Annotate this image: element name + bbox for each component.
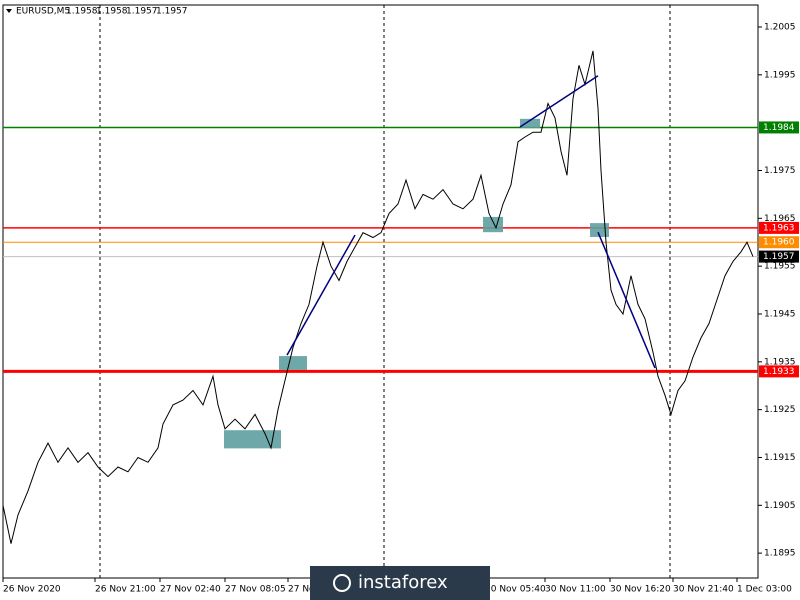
menu-arrow[interactable]: [6, 9, 12, 13]
signal-zone: [520, 118, 540, 128]
x-tick-label: 26 Nov 21:00: [95, 585, 156, 595]
x-tick-label: 27 Nov 02:40: [160, 585, 221, 595]
x-tick-label: 30 Nov 11:00: [545, 585, 606, 595]
price-tag-label: 1.1933: [763, 367, 795, 377]
y-tick-label: 1.2005: [764, 23, 796, 33]
signal-zone: [224, 430, 281, 449]
ohlc-value: 1.1958: [66, 7, 98, 17]
price-tag-label: 1.1963: [763, 223, 795, 233]
price-tag-label: 1.1984: [763, 123, 795, 133]
y-tick-label: 1.1895: [764, 549, 796, 559]
x-tick-label: 26 Nov 2020: [3, 585, 61, 595]
y-tick-label: 1.1905: [764, 501, 796, 511]
x-tick-label: 30 Nov 05:40: [485, 585, 546, 595]
price-tag: [759, 250, 799, 263]
x-tick-label: 1 Dec 03:00: [737, 585, 792, 595]
ohlc-value: 1.1957: [126, 7, 158, 17]
y-tick-label: 1.1915: [764, 453, 796, 463]
price-tag: [759, 365, 799, 378]
trend-line: [286, 234, 356, 356]
price-line: [2, 50, 754, 544]
y-tick-label: 1.1935: [764, 357, 796, 367]
trend-line: [519, 75, 599, 128]
symbol: EURUSD,M5: [16, 7, 70, 17]
watermark-bg: [310, 566, 490, 600]
ohlc-value: 1.1958: [96, 7, 128, 17]
signal-zone: [483, 216, 503, 233]
ohlc-value: 1.1957: [156, 7, 188, 17]
price-tag: [759, 221, 799, 234]
y-tick-label: 1.1965: [764, 214, 796, 224]
signal-zone: [590, 223, 609, 237]
price-tag: [759, 236, 799, 249]
watermark: instaforex: [310, 566, 490, 600]
watermark-text: instaforex: [358, 572, 448, 593]
y-tick-label: 1.1975: [764, 166, 796, 176]
y-tick-label: 1.1945: [764, 309, 796, 319]
x-tick-label: 27 Nov 08:05: [225, 585, 286, 595]
y-tick-label: 1.1955: [764, 262, 796, 272]
x-tick-label: 30 Nov 21:40: [673, 585, 734, 595]
plot-frame: [2, 4, 759, 579]
y-tick-label: 1.1925: [764, 405, 796, 415]
watermark-icon: [333, 574, 351, 592]
y-tick-label: 1.1995: [764, 70, 796, 80]
price-tag-label: 1.1960: [763, 238, 795, 248]
trend-line: [597, 231, 656, 369]
price-tag: [759, 121, 799, 134]
x-tick-label: 30 Nov 16:20: [610, 585, 671, 595]
signal-zone: [279, 356, 307, 370]
price-tag-label: 1.1957: [763, 252, 795, 262]
